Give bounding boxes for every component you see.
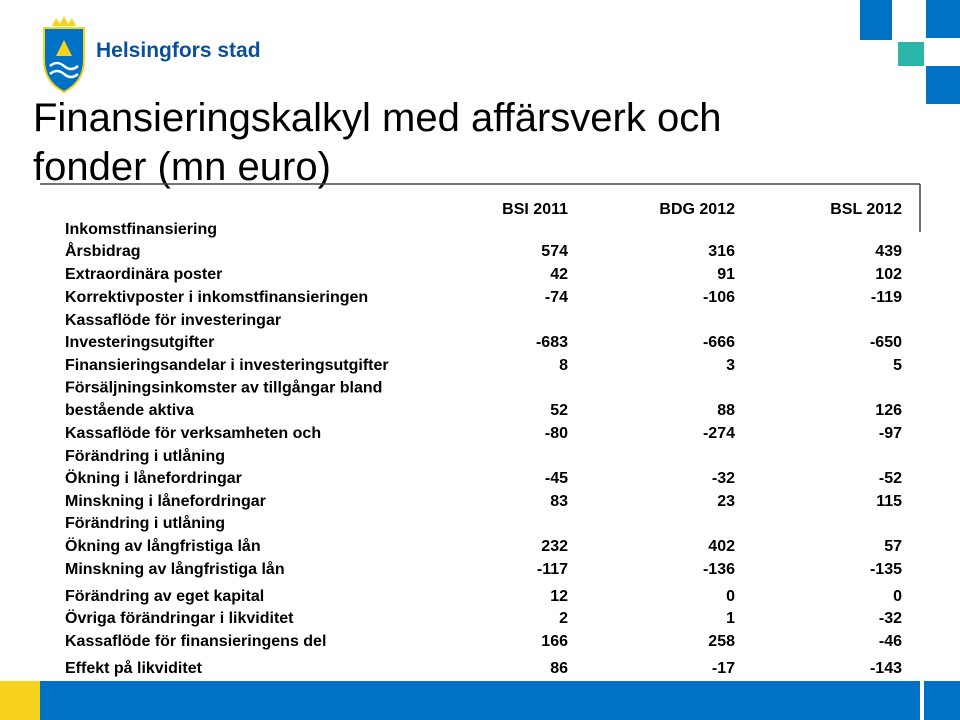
row-label: Effekt på likviditet [65, 659, 203, 677]
cell-value: 166 [541, 633, 568, 650]
cell-value: -106 [703, 289, 735, 306]
logo [43, 16, 85, 94]
column-header: BSL 2012 [830, 201, 902, 218]
deco-square [0, 681, 40, 720]
cell-value: -97 [879, 425, 902, 442]
row-label: Finansieringsandelar i investeringsutgif… [65, 357, 389, 374]
cell-value: 439 [875, 243, 902, 260]
cell-value: -45 [545, 470, 568, 487]
row-label: Årsbidrag [65, 241, 141, 260]
cell-value: -32 [879, 610, 902, 627]
column-header: BSI 2011 [502, 201, 568, 218]
cell-value: -274 [703, 425, 735, 442]
row-label: Korrektivposter i inkomstfinansieringen [65, 289, 368, 306]
cell-value: -46 [879, 633, 902, 650]
cell-value: 3 [726, 357, 735, 374]
cell-value: 88 [717, 402, 735, 419]
cell-value: -136 [703, 561, 735, 578]
cell-value: -650 [870, 334, 902, 351]
title-line: Finansieringskalkyl med affärsverk och [33, 96, 721, 140]
row-label: Ökning av långfristiga lån [65, 536, 261, 555]
cell-value: 574 [541, 243, 568, 260]
cell-value: 12 [550, 588, 568, 605]
row-label: Kassaflöde för investeringar [65, 312, 281, 329]
cell-value: 23 [717, 493, 735, 510]
deco-square [898, 42, 924, 66]
cell-value: 102 [875, 266, 902, 283]
row-label: Minskning av långfristiga lån [65, 560, 285, 578]
cell-value: 0 [893, 588, 902, 605]
cell-value: 2 [559, 610, 568, 627]
title-line: fonder (mn euro) [33, 145, 331, 189]
row-label: Förändring av eget kapital [65, 588, 264, 605]
cell-value: -52 [879, 470, 902, 487]
cell-value: 52 [550, 402, 568, 419]
cell-value: -119 [871, 289, 902, 306]
organization-name: Helsingfors stad [96, 39, 261, 62]
cell-value: -74 [545, 289, 568, 306]
cell-value: 126 [875, 402, 902, 419]
cell-value: 57 [884, 538, 902, 555]
cell-value: -683 [536, 334, 568, 351]
cell-value: 316 [708, 243, 735, 260]
deco-square [926, 0, 960, 38]
row-label: Förändring i utlåning [65, 447, 225, 465]
row-label: Minskning i lånefordringar [65, 492, 266, 510]
cell-value: -666 [703, 334, 735, 351]
row-label: Investeringsutgifter [65, 334, 214, 351]
cell-value: 0 [726, 588, 735, 605]
cell-value: 232 [541, 538, 568, 555]
row-label: Kassaflöde för verksamheten och [65, 425, 321, 442]
deco-square [860, 0, 892, 40]
cell-value: 1 [726, 610, 735, 627]
deco-square [924, 681, 960, 720]
row-label: Inkomstfinansiering [65, 221, 217, 238]
row-label: Extraordinära poster [65, 266, 222, 283]
column-header: BDG 2012 [659, 201, 735, 218]
cell-value: 91 [717, 266, 735, 283]
row-label: Försäljningsinkomster av tillgångar blan… [65, 379, 382, 397]
row-label: bestående aktiva [65, 401, 194, 419]
row-label: Förändring i utlåning [65, 514, 225, 532]
cell-value: -117 [537, 561, 568, 578]
cell-value: -143 [870, 660, 902, 677]
cell-value: 258 [708, 633, 735, 650]
row-label: Ökning i lånefordringar [65, 468, 242, 487]
row-label: Övriga förändringar i likviditet [65, 608, 294, 627]
cell-value: 115 [876, 493, 902, 510]
cell-value: 86 [550, 660, 568, 677]
row-label: Kassaflöde för finansieringens del [65, 633, 326, 650]
cell-value: 5 [893, 357, 902, 374]
table: BSI 2011 BDG 2012 BSL 2012 Inkomstfinansier… [65, 201, 902, 677]
footer-bar [40, 681, 920, 720]
cell-value: -32 [712, 470, 735, 487]
cell-value: 402 [708, 538, 735, 555]
cell-value: -135 [870, 561, 902, 578]
cell-value: -17 [712, 660, 735, 677]
deco-square [926, 66, 960, 104]
cell-value: 83 [550, 493, 568, 510]
cell-value: 42 [550, 266, 568, 283]
cell-value: -80 [545, 425, 568, 442]
cell-value: 8 [559, 357, 568, 374]
